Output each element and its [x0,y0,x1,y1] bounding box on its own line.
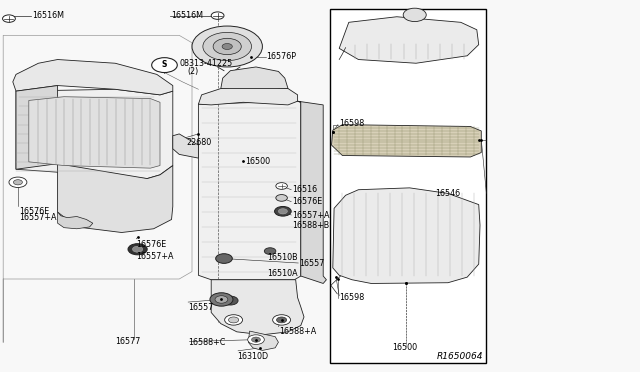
Text: (2): (2) [187,67,198,76]
Text: 16588+C: 16588+C [188,338,225,347]
Circle shape [275,206,291,216]
Text: 16557+A: 16557+A [292,211,330,219]
Circle shape [211,12,224,19]
Circle shape [222,44,232,49]
Polygon shape [221,67,288,89]
Circle shape [132,246,143,252]
Circle shape [128,244,147,255]
Circle shape [273,315,291,325]
Polygon shape [333,188,480,283]
Polygon shape [173,134,198,158]
Text: 16500: 16500 [245,157,270,166]
Circle shape [3,15,15,22]
Circle shape [278,209,287,214]
Circle shape [264,248,276,254]
Text: 16598: 16598 [339,119,364,128]
Text: 16516M: 16516M [171,11,203,20]
Polygon shape [198,86,298,105]
Text: 16516: 16516 [292,185,317,194]
Circle shape [210,293,233,306]
Polygon shape [13,60,173,95]
Text: 16588+A: 16588+A [279,327,316,336]
Circle shape [223,296,238,305]
Circle shape [403,8,426,22]
Text: 16546: 16546 [435,189,460,198]
Circle shape [228,317,239,323]
Text: 08313-41225: 08313-41225 [179,59,232,68]
Text: 16598: 16598 [339,293,364,302]
Circle shape [213,38,241,55]
Circle shape [216,254,232,263]
Circle shape [203,32,252,61]
Text: 16557+A: 16557+A [19,213,57,222]
Circle shape [248,335,264,344]
Polygon shape [29,97,160,168]
Polygon shape [58,212,93,229]
Circle shape [13,180,22,185]
Circle shape [276,195,287,201]
Polygon shape [339,17,479,63]
Text: 16557+A: 16557+A [136,252,174,261]
Circle shape [276,317,287,323]
Text: 16310D: 16310D [237,352,268,360]
Text: 16516M: 16516M [32,11,64,20]
Circle shape [9,177,27,187]
Circle shape [252,337,260,342]
Text: 16510A: 16510A [268,269,298,278]
Circle shape [225,315,243,325]
Circle shape [152,58,177,73]
Polygon shape [332,125,481,157]
Text: 16500: 16500 [392,343,417,352]
Polygon shape [58,164,173,232]
Circle shape [215,296,228,303]
Text: 16588+B: 16588+B [292,221,329,230]
Text: R1650064: R1650064 [436,352,483,361]
Circle shape [192,26,262,67]
Polygon shape [211,280,304,335]
Polygon shape [198,101,301,280]
Text: 16557: 16557 [300,259,325,268]
Polygon shape [298,101,326,283]
Text: 16576E: 16576E [136,240,166,249]
Bar [330,9,486,363]
Text: 16510B: 16510B [268,253,298,262]
Text: 16576E: 16576E [19,207,49,216]
Polygon shape [16,89,173,179]
Circle shape [276,183,287,189]
Polygon shape [16,86,58,169]
Text: 16577: 16577 [115,337,141,346]
Text: 16557: 16557 [188,303,214,312]
Text: 16576E: 16576E [292,197,322,206]
Polygon shape [248,331,278,350]
Text: 22680: 22680 [186,138,211,147]
Text: S: S [162,60,167,69]
Text: 16576P: 16576P [266,52,296,61]
